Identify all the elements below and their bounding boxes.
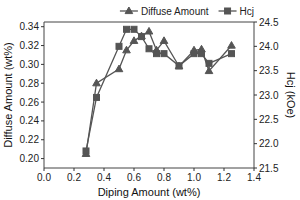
top-frame-line [44, 22, 254, 23]
legend-item: Hcj [219, 6, 254, 17]
x-tick [134, 168, 135, 171]
y-axis-label: Diffuse Amount (wt%) [2, 42, 14, 148]
y-tick [41, 26, 44, 27]
y-tick-label: 0.34 [20, 21, 40, 32]
x-tick-label: 0.6 [127, 172, 141, 183]
point-marker [206, 60, 212, 66]
x-axis-line [44, 168, 254, 169]
point-marker [229, 51, 235, 57]
point-marker [138, 32, 146, 39]
x-tick-label: 1.4 [247, 172, 261, 183]
point-marker [154, 51, 160, 57]
x-tick [74, 168, 75, 171]
y-tick-label: 0.28 [20, 78, 40, 89]
chart: 0.0 0.2 0.4 0.6 0.8 1.0 1.2 1.4 0.20 0.22 0.24 0.26… [0, 0, 300, 200]
x-tick [104, 168, 105, 171]
legend-swatch-marker [125, 7, 133, 14]
y2-tick [254, 143, 257, 144]
point-marker [139, 34, 145, 40]
x-tick [44, 168, 45, 171]
y2-tick-label: 22.5 [259, 114, 279, 125]
point-marker [145, 27, 153, 34]
series-line [86, 29, 232, 151]
point-marker [161, 51, 167, 57]
y-tick-label: 0.26 [20, 97, 40, 108]
x-tick [194, 168, 195, 171]
point-marker [123, 46, 131, 53]
y2-tick [254, 95, 257, 96]
point-marker [191, 51, 197, 57]
y2-tick-label: 21.5 [259, 163, 279, 174]
y2-tick-label: 24.0 [259, 41, 279, 52]
axes: 0.0 0.2 0.4 0.6 0.8 1.0 1.2 1.4 0.20 0.22 0.24 0.26… [20, 17, 279, 184]
y-tick-label: 0.22 [20, 134, 40, 145]
y-tick-label: 0.24 [20, 115, 40, 126]
point-marker [146, 46, 152, 52]
point-marker [199, 51, 205, 57]
legend-label: Diffuse Amount [141, 6, 209, 17]
point-marker [205, 67, 213, 74]
y-tick [41, 120, 44, 121]
y-tick [41, 45, 44, 46]
x-tick-label: 0.0 [37, 172, 51, 183]
point-marker [160, 37, 168, 44]
legend-item: Diffuse Amount [120, 6, 209, 17]
y2-tick [254, 70, 257, 71]
point-marker [83, 148, 89, 154]
legend-label: Hcj [240, 6, 254, 17]
legend-swatch-marker [225, 8, 231, 14]
x-tick [224, 168, 225, 171]
y-tick [41, 83, 44, 84]
point-marker [175, 62, 183, 69]
point-marker [115, 65, 123, 72]
y2-axis-label: Hcj (kOe) [285, 72, 297, 118]
point-marker [228, 42, 236, 49]
y2-tick [254, 119, 257, 120]
x-tick-label: 1.0 [187, 172, 201, 183]
y2-tick [254, 168, 257, 169]
x-axis-label: Diping Amount (wt%) [98, 186, 201, 198]
point-marker [176, 63, 182, 69]
y2-tick [254, 46, 257, 47]
plot-area [82, 26, 235, 156]
x-tick-label: 1.2 [217, 172, 231, 183]
x-tick-label: 0.8 [157, 172, 171, 183]
y2-tick [254, 22, 257, 23]
point-marker [93, 79, 101, 86]
series-line [86, 31, 232, 153]
y2-tick-label: 23.5 [259, 65, 279, 76]
y-tick-label: 0.30 [20, 59, 40, 70]
y-tick [41, 102, 44, 103]
y-tick-label: 0.20 [20, 153, 40, 164]
point-marker [124, 26, 130, 32]
x-tick-label: 0.4 [97, 172, 111, 183]
point-marker [131, 26, 137, 32]
y-tick [41, 64, 44, 65]
point-marker [116, 43, 122, 49]
y-tick [41, 139, 44, 140]
y-tick-label: 0.32 [20, 40, 40, 51]
y-axis-line [44, 22, 45, 168]
x-tick [164, 168, 165, 171]
x-tick-label: 0.2 [67, 172, 81, 183]
point-marker [130, 37, 138, 44]
y2-tick-label: 24.5 [259, 17, 279, 28]
legend: Diffuse Amount Hcj [120, 6, 254, 17]
point-marker [94, 94, 100, 100]
y2-tick-label: 23.0 [259, 90, 279, 101]
y2-tick-label: 22.0 [259, 138, 279, 149]
y-tick [41, 158, 44, 159]
